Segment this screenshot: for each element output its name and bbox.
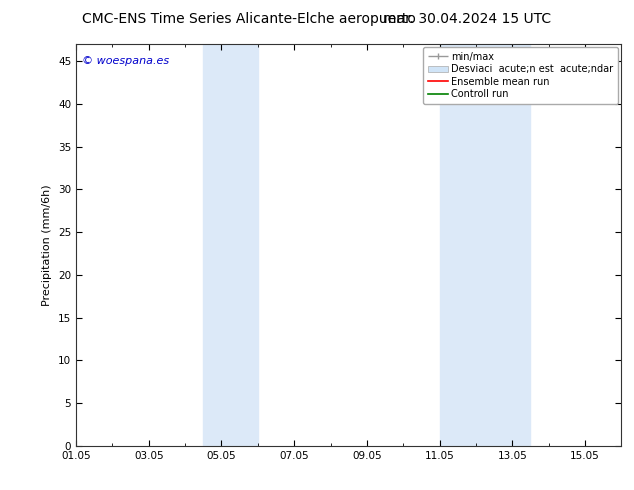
Bar bbox=[439, 44, 531, 446]
Y-axis label: Precipitation (mm/6h): Precipitation (mm/6h) bbox=[42, 184, 53, 306]
Text: © woespana.es: © woespana.es bbox=[82, 56, 169, 66]
Text: mar. 30.04.2024 15 UTC: mar. 30.04.2024 15 UTC bbox=[384, 12, 552, 26]
Legend: min/max, Desviaci  acute;n est  acute;ndar, Ensemble mean run, Controll run: min/max, Desviaci acute;n est acute;ndar… bbox=[424, 47, 618, 104]
Bar bbox=[204, 44, 258, 446]
Text: CMC-ENS Time Series Alicante-Elche aeropuerto: CMC-ENS Time Series Alicante-Elche aerop… bbox=[82, 12, 417, 26]
